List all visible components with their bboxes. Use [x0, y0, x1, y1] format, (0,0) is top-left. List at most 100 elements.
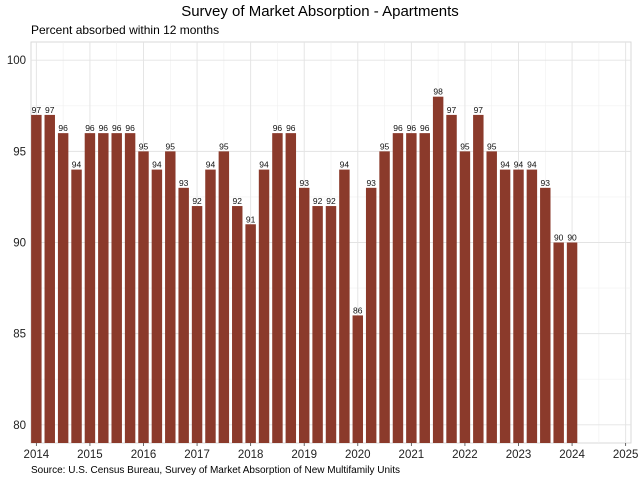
bar-value-label: 93: [179, 178, 189, 188]
x-tick-label: 2016: [131, 449, 157, 461]
x-tick-label: 2019: [291, 449, 317, 461]
bar: [57, 133, 69, 444]
bar: [191, 206, 203, 443]
axis-ticks: 80 85 90 95 100 2014 2015 2016 2017 2018 2019 2020 2…: [7, 55, 639, 461]
bar-value-label: 98: [433, 87, 443, 97]
bar-value-label: 96: [99, 123, 109, 133]
bar-value-label: 96: [112, 123, 122, 133]
x-tick-label: 2021: [399, 449, 425, 461]
bar: [365, 187, 377, 443]
bar-value-label: 96: [125, 123, 135, 133]
bar-value-label: 92: [192, 196, 202, 206]
y-tick-label: 85: [13, 329, 26, 341]
bar: [566, 242, 578, 443]
bar: [446, 114, 457, 443]
bar-value-label: 91: [246, 214, 256, 224]
y-tick-label: 95: [13, 146, 26, 158]
bar-value-label: 86: [353, 305, 363, 315]
bar: [406, 133, 417, 444]
x-tick-label: 2024: [559, 449, 585, 461]
bar: [31, 114, 42, 443]
bar: [84, 133, 96, 444]
bar-value-label: 95: [380, 141, 390, 151]
bar: [71, 169, 82, 443]
bar: [258, 169, 270, 443]
bar-value-label: 94: [514, 160, 524, 170]
x-tick-label: 2017: [184, 449, 210, 461]
bar-value-label: 93: [299, 178, 309, 188]
x-tick-label: 2025: [613, 449, 639, 461]
bar-value-label: 94: [259, 160, 269, 170]
bar-value-label: 96: [393, 123, 403, 133]
bar: [379, 151, 390, 443]
bar-value-label: 92: [313, 196, 323, 206]
bar-value-label: 96: [286, 123, 296, 133]
bar: [513, 169, 524, 443]
bar-value-label: 95: [487, 141, 497, 151]
bar: [124, 133, 136, 444]
bar: [312, 206, 323, 443]
bar: [151, 169, 163, 443]
bar-value-label: 94: [340, 160, 350, 170]
bar-value-label: 90: [554, 233, 564, 243]
bar-value-label: 94: [72, 160, 82, 170]
bar-value-label: 94: [206, 160, 216, 170]
bar: [272, 133, 283, 444]
bar: [432, 96, 444, 443]
bar: [111, 133, 122, 444]
bar-value-label: 97: [32, 105, 42, 115]
bar-value-label: 90: [567, 233, 577, 243]
x-tick-label: 2018: [238, 449, 264, 461]
bar-value-label: 96: [58, 123, 68, 133]
y-tick-label: 90: [13, 238, 26, 250]
bar: [526, 169, 538, 443]
bar-value-label: 93: [541, 178, 551, 188]
y-tick-label: 100: [7, 55, 26, 67]
bar-value-label: 95: [460, 141, 470, 151]
bar: [352, 315, 364, 443]
bar-value-label: 92: [326, 196, 336, 206]
bar-value-label: 97: [474, 105, 484, 115]
bar: [245, 224, 256, 443]
bar-value-label: 96: [273, 123, 283, 133]
bar-value-label: 95: [219, 141, 229, 151]
bar: [285, 133, 297, 444]
bar-value-label: 94: [152, 160, 162, 170]
bar-value-label: 94: [500, 160, 510, 170]
bar-value-label: 97: [447, 105, 457, 115]
bar: [459, 151, 471, 443]
bar: [339, 169, 350, 443]
bar-value-label: 92: [233, 196, 243, 206]
x-tick-label: 2014: [24, 449, 50, 461]
y-tick-label: 80: [13, 420, 26, 432]
x-tick-label: 2022: [452, 449, 478, 461]
x-tick-label: 2020: [345, 449, 371, 461]
bar: [232, 206, 243, 443]
bar: [205, 169, 216, 443]
bar: [218, 151, 230, 443]
bar-value-label: 96: [85, 123, 95, 133]
chart-source: Source: U.S. Census Bureau, Survey of Ma…: [31, 465, 401, 476]
bar: [499, 169, 511, 443]
bar: [473, 114, 484, 443]
bar: [553, 242, 564, 443]
bar: [44, 114, 55, 443]
bar-value-label: 94: [527, 160, 537, 170]
bar-value-label: 96: [407, 123, 417, 133]
bar: [325, 206, 337, 443]
chart-title: Survey of Market Absorption - Apartments: [181, 3, 459, 20]
bar: [138, 151, 149, 443]
bar-value-label: 97: [45, 105, 55, 115]
bar-value-label: 93: [366, 178, 376, 188]
bar: [419, 133, 430, 444]
bars: [31, 96, 578, 444]
x-tick-label: 2023: [506, 449, 532, 461]
bar: [392, 133, 404, 444]
bar: [98, 133, 109, 444]
bar: [298, 187, 310, 443]
x-tick-label: 2015: [77, 449, 103, 461]
chart-subtitle: Percent absorbed within 12 months: [31, 23, 220, 37]
bar: [165, 151, 176, 443]
